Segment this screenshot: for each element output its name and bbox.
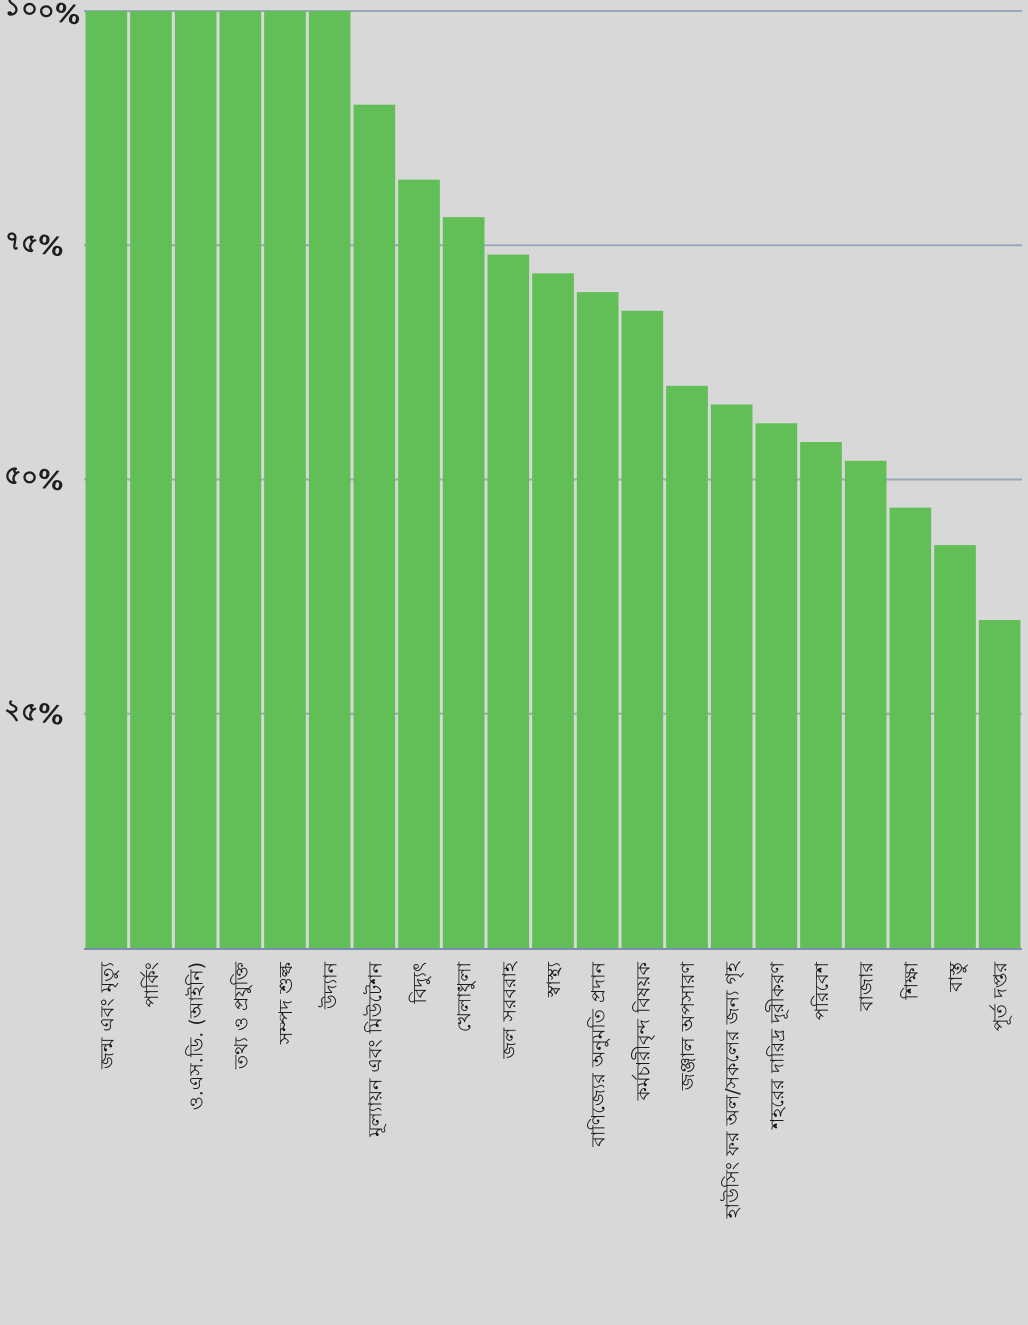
bar-5 xyxy=(264,11,306,948)
category-label-20: বাস্তু xyxy=(945,962,968,993)
category-label-9: খেলাধুলা xyxy=(454,962,476,1033)
bar-12 xyxy=(576,292,619,949)
category-label-4: তথ্য ও প্রযুক্তি xyxy=(230,961,252,1070)
category-label-8: বিদ্যুৎ xyxy=(409,962,431,1005)
bar-17 xyxy=(800,442,842,948)
y-tick-labels: ২৫% ৫০% ৭৫% ১০০% xyxy=(2,0,82,732)
bar-13 xyxy=(621,310,664,949)
y-tick-label-25: ২৫% xyxy=(2,694,65,732)
category-label-16: শহরের দারিদ্র দূরীকরণ xyxy=(765,961,788,1129)
bar-3 xyxy=(174,11,217,948)
bar-14 xyxy=(666,385,708,948)
category-label-10: জল সরবরাহ xyxy=(498,961,520,1060)
category-label-6: উদ্যান xyxy=(319,961,342,1010)
bar-1 xyxy=(85,11,128,948)
bar-layer xyxy=(85,11,1021,949)
bar-4 xyxy=(219,11,262,948)
y-tick-label-75: ৭৫% xyxy=(2,225,65,263)
x-category-labels: জন্ম এবং মৃত্যু পার্কিং ও.এস.ডি. (আইনি) তথ্… xyxy=(96,961,1012,1219)
category-label-1: জন্ম এবং মৃত্যু xyxy=(96,962,119,1070)
bar-6 xyxy=(308,11,351,948)
category-label-7: মূল্যায়ন এবং মিউটেশন xyxy=(363,961,386,1138)
category-label-17: পরিবেশ xyxy=(811,961,833,1020)
y-tick-label-50: ৫০% xyxy=(2,460,65,498)
category-label-5: সম্পদ শুল্ক xyxy=(275,961,297,1045)
bar-21 xyxy=(978,620,1021,948)
bar-7 xyxy=(353,104,396,948)
category-label-11: স্বাস্থ্য xyxy=(543,962,565,999)
category-label-21: পূর্ত দপ্তর xyxy=(989,961,1012,1031)
bar-16 xyxy=(755,423,798,948)
bar-20 xyxy=(934,545,976,948)
category-label-18: বাজার xyxy=(856,961,878,1012)
bar-8 xyxy=(398,179,440,948)
category-label-3: ও.এস.ডি. (আইনি) xyxy=(186,962,208,1110)
bar-15 xyxy=(710,404,753,948)
category-label-15: হাউসিং ফর অল/সকলের জন্য গৃহ xyxy=(721,961,744,1219)
category-label-19: শিক্ষা xyxy=(900,962,922,1001)
bar-18 xyxy=(844,460,887,948)
category-label-12: বাণিজ্যের অনুমতি প্রদান xyxy=(588,961,610,1147)
y-tick-label-100: ১০০% xyxy=(2,0,82,32)
bar-11 xyxy=(532,273,574,948)
category-label-13: কর্মচারীবৃন্দ বিষয়ক xyxy=(631,961,654,1101)
bar-2 xyxy=(130,11,172,948)
bar-19 xyxy=(889,507,932,948)
category-label-2: পার্কিং xyxy=(140,962,163,1007)
category-label-14: জঞ্জাল অপসারণ xyxy=(677,961,699,1091)
bar-9 xyxy=(442,217,485,948)
bar-10 xyxy=(487,254,530,948)
